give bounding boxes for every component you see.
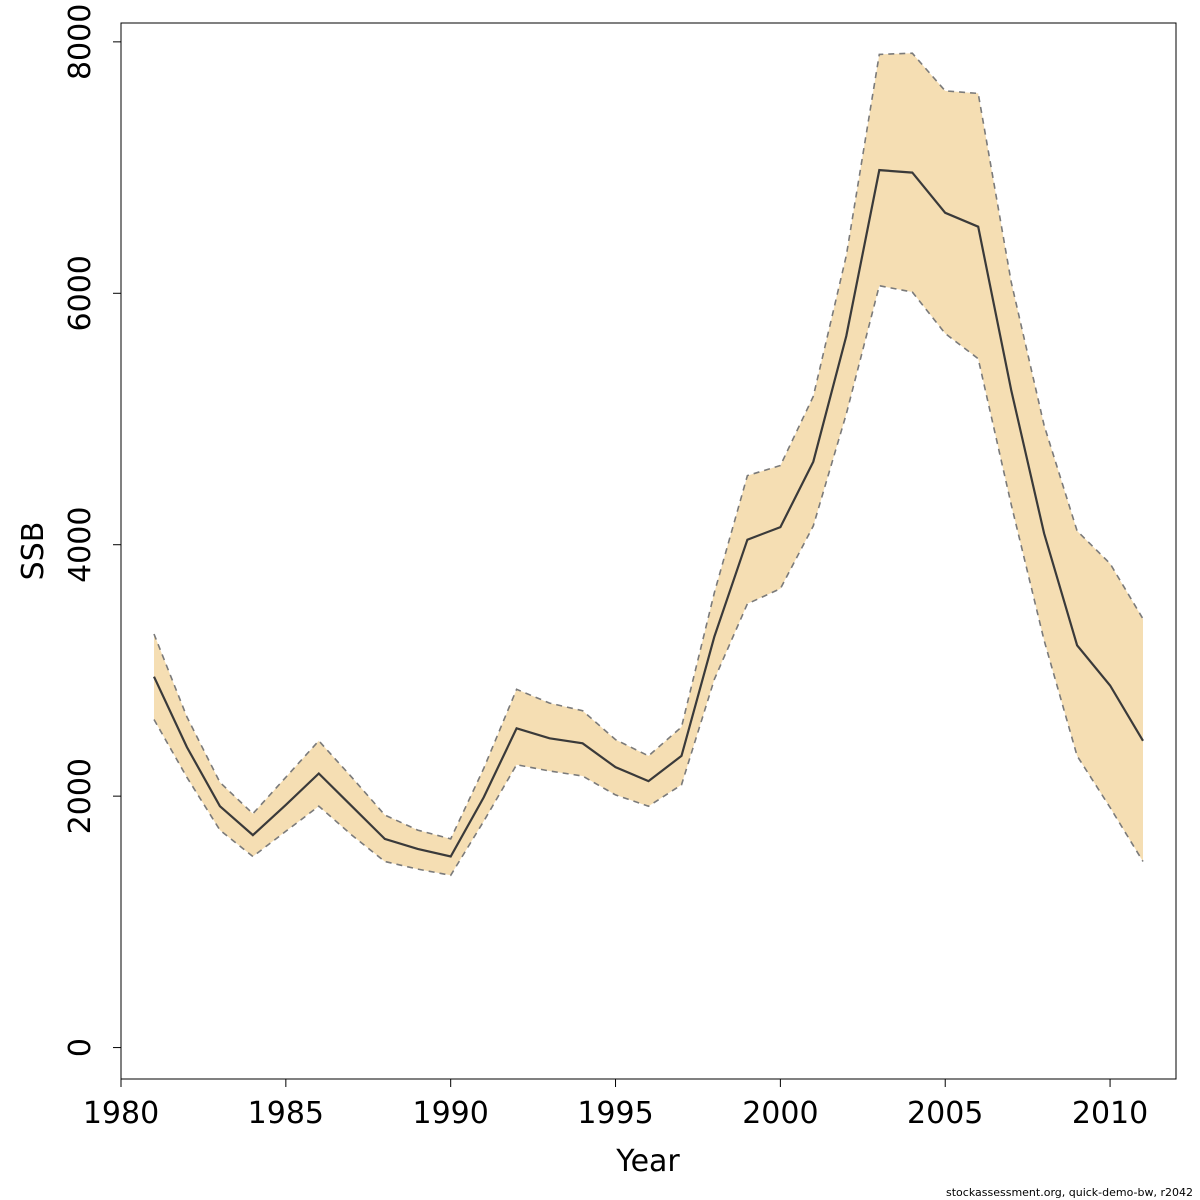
line-layer: [153, 52, 1144, 877]
y-tick-label: 8000: [63, 4, 98, 80]
y-axis-title: SSB: [16, 522, 51, 581]
x-tick-label: 1985: [248, 1096, 324, 1131]
x-tick-label: 1980: [83, 1096, 159, 1131]
x-tick-label: 2000: [742, 1096, 818, 1131]
lower-bound-line: [153, 284, 1144, 877]
x-tick-label: 2005: [907, 1096, 983, 1131]
x-tick-label: 1990: [413, 1096, 489, 1131]
x-axis-title: Year: [615, 1144, 680, 1179]
ssb-estimate-line: [153, 168, 1144, 858]
x-tick-label: 1995: [577, 1096, 653, 1131]
plot-box: [120, 22, 1177, 1080]
upper-bound-line: [153, 52, 1144, 840]
confidence-band: [154, 53, 1143, 876]
x-tick-label: 2010: [1072, 1096, 1148, 1131]
y-tick-label: 4000: [63, 507, 98, 583]
y-tick-label: 0: [63, 1038, 98, 1057]
y-tick-label: 6000: [63, 255, 98, 331]
y-axis: 0 2000 4000 6000 8000: [63, 4, 122, 1057]
footer-credit: stockassessment.org, quick-demo-bw, r204…: [946, 1186, 1193, 1199]
confidence-band-layer: [154, 53, 1143, 876]
x-axis: 1980 1985 1990 1995 2000 2005 2010: [83, 1078, 1148, 1131]
y-tick-label: 2000: [63, 758, 98, 834]
